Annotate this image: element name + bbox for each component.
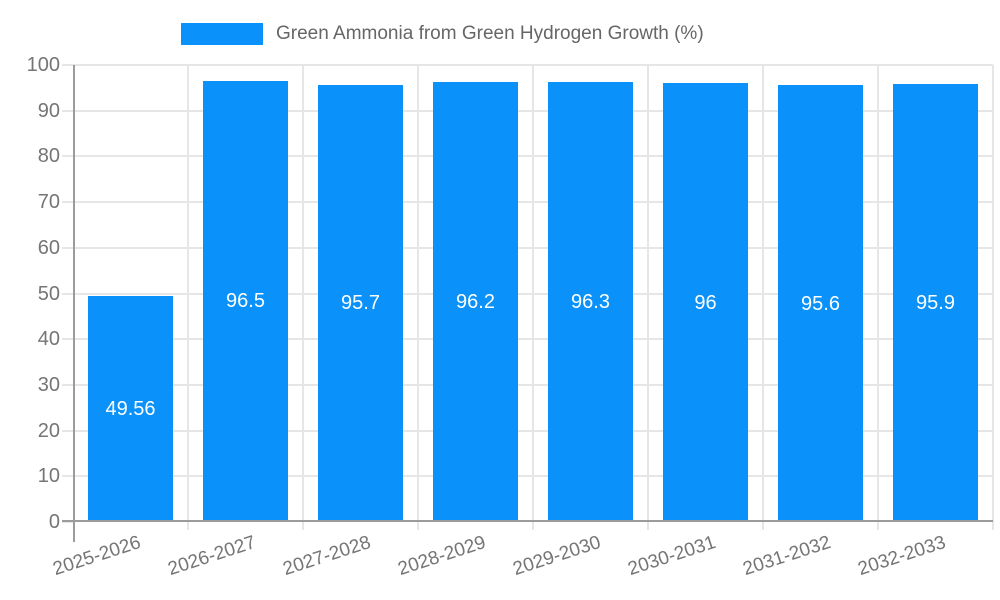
y-tick-label: 60 [37, 236, 60, 259]
bar-value-label: 96.5 [226, 290, 265, 313]
y-axis-tick [62, 521, 74, 523]
y-tick-label: 70 [37, 191, 60, 214]
bar-value-label: 96 [694, 291, 717, 314]
x-axis-line [62, 520, 993, 522]
y-axis-tick [62, 383, 74, 386]
y-axis-tick [62, 109, 74, 112]
x-tick-label: 2026-2027 [165, 532, 258, 581]
gridline-vertical [762, 65, 764, 530]
x-tick-label: 2025-2026 [50, 532, 143, 581]
y-axis-tick [62, 64, 74, 66]
x-tick-label: 2031-2032 [740, 532, 833, 581]
legend-label: Green Ammonia from Green Hydrogen Growth… [276, 23, 704, 44]
y-tick-label: 10 [37, 465, 60, 488]
y-axis-line [73, 65, 75, 542]
legend-swatch [181, 23, 263, 45]
y-tick-label: 100 [26, 54, 60, 76]
y-axis-tick [62, 292, 74, 295]
x-tick-label: 2029-2030 [510, 532, 603, 581]
x-tick-label: 2028-2029 [395, 532, 488, 581]
gridline-vertical [302, 65, 304, 530]
gridline-vertical [647, 65, 649, 530]
bar-value-label: 95.9 [916, 291, 955, 314]
gridline-vertical [877, 65, 879, 530]
y-tick-label: 20 [37, 419, 60, 442]
bar-value-label: 96.3 [571, 290, 610, 313]
bar-2031-2032[interactable] [778, 85, 863, 522]
bar-value-label: 96.2 [456, 291, 495, 314]
y-axis-tick [62, 246, 74, 249]
bar-2025-2026[interactable] [88, 295, 173, 522]
bar-value-label: 95.6 [801, 292, 840, 315]
bar-value-label: 49.56 [105, 397, 156, 420]
legend[interactable]: Green Ammonia from Green Hydrogen Growth… [181, 23, 704, 45]
y-axis-tick [62, 155, 74, 158]
bar-value-label: 95.7 [341, 292, 380, 315]
gridline-vertical [992, 65, 994, 530]
bar-2027-2028[interactable] [318, 84, 403, 522]
y-tick-label: 80 [37, 145, 60, 168]
y-tick-label: 0 [48, 511, 60, 533]
gridline-vertical [532, 65, 534, 530]
y-tick-label: 30 [37, 373, 60, 396]
bar-2030-2031[interactable] [663, 83, 748, 522]
x-tick-label: 2027-2028 [280, 532, 373, 581]
y-tick-label: 90 [37, 99, 60, 122]
gridline-vertical [187, 65, 189, 530]
y-axis-tick [62, 429, 74, 432]
x-tick-label: 2030-2031 [625, 532, 718, 581]
gridline-vertical [417, 65, 419, 530]
y-tick-label: 40 [37, 328, 60, 351]
bar-2028-2029[interactable] [433, 82, 518, 522]
y-tick-label: 50 [37, 282, 60, 305]
bar-2032-2033[interactable] [893, 83, 978, 522]
y-axis-tick [62, 338, 74, 341]
plot-area: 0 10 20 30 40 50 60 70 80 90 100 49.56 2025-2026 96.5… [27, 54, 994, 580]
bar-2026-2027[interactable] [203, 81, 288, 522]
y-axis-tick [62, 475, 74, 478]
y-axis-tick [62, 201, 74, 204]
x-tick-label: 2032-2033 [855, 532, 948, 581]
bar-2029-2030[interactable] [548, 81, 633, 522]
